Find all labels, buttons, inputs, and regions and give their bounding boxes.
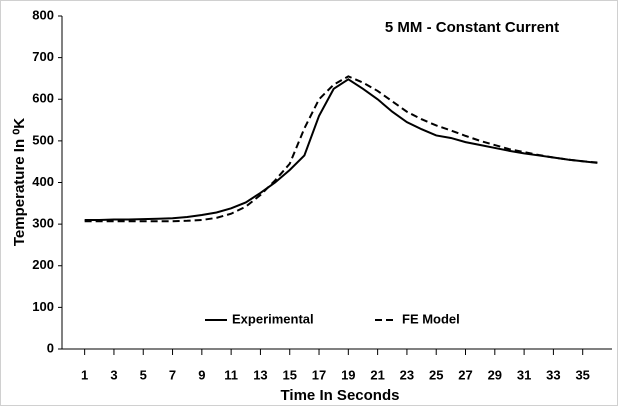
x-tick-label: 1: [81, 367, 88, 382]
x-tick-label: 9: [198, 367, 205, 382]
y-tick-label: 500: [32, 132, 54, 147]
x-tick-label: 23: [400, 367, 414, 382]
x-tick-label: 21: [370, 367, 384, 382]
line-series: [84, 78, 598, 221]
x-tick-label: 27: [458, 367, 472, 382]
y-tick-label: 300: [32, 216, 54, 231]
y-tick-label: 200: [32, 257, 54, 272]
x-tick-label: 5: [140, 367, 147, 382]
x-tick-label: 15: [282, 367, 296, 382]
legend-label: Experimental: [232, 311, 314, 326]
x-tick-label: 35: [575, 367, 589, 382]
x-tick-label: 31: [517, 367, 531, 382]
x-tick-label: 17: [312, 367, 326, 382]
x-tick-label: 19: [341, 367, 355, 382]
y-tick-label: 400: [32, 174, 54, 189]
x-tick-label: 3: [110, 367, 117, 382]
y-tick-label: 0: [47, 340, 54, 355]
x-tick-label: 25: [429, 367, 443, 382]
y-tick-label: 100: [32, 299, 54, 314]
chart-title: 5 MM - Constant Current: [385, 19, 559, 36]
x-tick-label: 29: [488, 367, 502, 382]
legend-label: FE Model: [402, 311, 460, 326]
x-tick-label: 11: [224, 367, 238, 382]
y-tick-label: 700: [32, 49, 54, 64]
x-tick-label: 33: [546, 367, 560, 382]
y-tick-label: 600: [32, 91, 54, 106]
x-tick-label: 7: [169, 367, 176, 382]
x-tick-label: 13: [253, 367, 267, 382]
y-axis-label: Temperature In ⁰K: [11, 118, 28, 246]
y-tick-label: 800: [32, 7, 54, 22]
line-series: [84, 75, 598, 223]
x-axis-label: Time In Seconds: [281, 387, 400, 404]
